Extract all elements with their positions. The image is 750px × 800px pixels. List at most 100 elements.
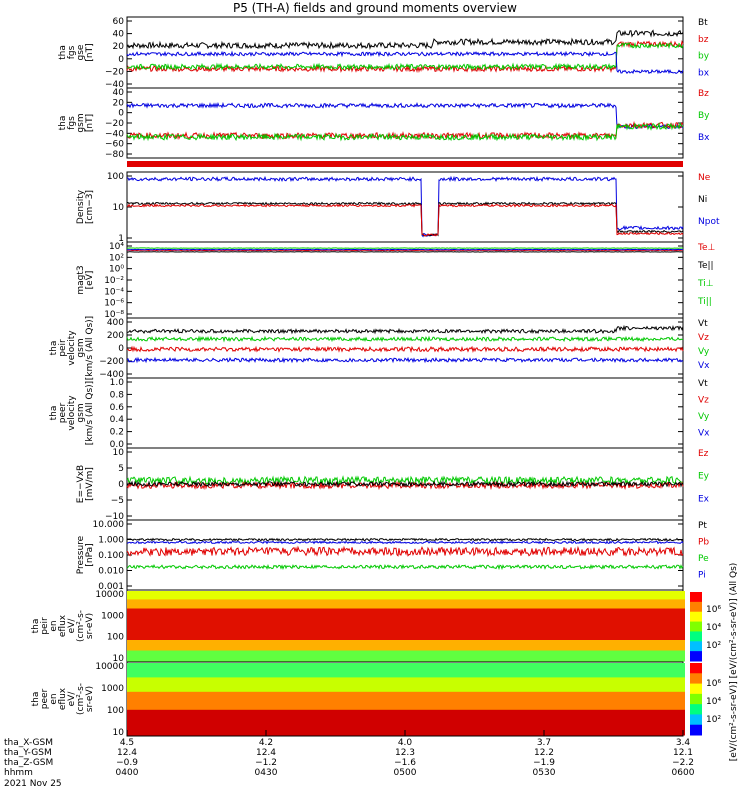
spec-cell [559, 640, 562, 651]
xrow-value: 0500 [394, 768, 417, 778]
ylabel-line: tha [58, 116, 68, 131]
spec-cell [463, 709, 466, 736]
spec-cell [127, 691, 130, 711]
legend-Vz: Vz [698, 396, 709, 406]
spec-cell [580, 691, 583, 711]
colorbar-cell [690, 621, 702, 632]
spec-cell [517, 691, 520, 711]
spec-cell [217, 599, 220, 609]
spec-cell [406, 677, 409, 693]
ion-spectrogram [127, 591, 685, 662]
spec-cell [289, 650, 292, 662]
spec-cell [307, 640, 310, 651]
spec-cell [409, 650, 412, 662]
spec-cell [502, 591, 505, 600]
spec-cell [139, 608, 142, 641]
spec-cell [661, 640, 664, 651]
spec-cell [418, 677, 421, 693]
spec-cell [640, 691, 643, 711]
spec-cell [478, 599, 481, 609]
spec-cell [475, 691, 478, 711]
spec-cell [205, 640, 208, 651]
ytick-label: 200 [107, 331, 124, 341]
spec-cell [133, 640, 136, 651]
spec-cell [679, 663, 682, 678]
colorbar-cell [690, 724, 702, 736]
spec-cell [544, 591, 547, 600]
spec-cell [520, 640, 523, 651]
spec-cell [523, 677, 526, 693]
spec-cell [205, 691, 208, 711]
ytick-label: −400 [99, 370, 124, 380]
spec-cell [544, 677, 547, 693]
legend-Te||: Te|| [697, 261, 714, 271]
spec-cell [430, 591, 433, 600]
spec-cell [355, 640, 358, 651]
spec-cell [529, 709, 532, 736]
spec-cell [544, 650, 547, 662]
spec-cell [550, 691, 553, 711]
spec-cell [235, 591, 238, 600]
spec-cell [544, 709, 547, 736]
spec-cell [658, 640, 661, 651]
spec-cell [541, 691, 544, 711]
spec-cell [274, 663, 277, 678]
spec-cell [445, 608, 448, 641]
spec-cell [616, 677, 619, 693]
xrow-value: 3.4 [676, 738, 691, 748]
spec-cell [400, 677, 403, 693]
spec-cell [661, 591, 664, 600]
xrow-value: 0530 [533, 768, 556, 778]
ytick-label: 400 [107, 318, 124, 328]
spec-cell [127, 663, 130, 678]
spec-cell [463, 650, 466, 662]
spec-cell [181, 650, 184, 662]
spec-cell [439, 640, 442, 651]
spec-cell [379, 663, 382, 678]
spec-cell [166, 608, 169, 641]
spec-cell [652, 677, 655, 693]
spec-cell [670, 608, 673, 641]
spec-cell [334, 691, 337, 711]
spec-cell [613, 709, 616, 736]
spec-cell [451, 677, 454, 693]
spec-cell [199, 691, 202, 711]
spec-cell [154, 640, 157, 651]
spec-cell [667, 709, 670, 736]
spec-cell [262, 650, 265, 662]
spec-cell [613, 650, 616, 662]
spec-cell [361, 640, 364, 651]
spec-cell [256, 599, 259, 609]
spec-cell [223, 663, 226, 678]
spec-cell [607, 599, 610, 609]
spec-cell [271, 650, 274, 662]
spec-cell [292, 709, 295, 736]
colorbar-cell [690, 683, 702, 695]
spec-cell [529, 640, 532, 651]
spec-cell [145, 663, 148, 678]
spec-cell [601, 599, 604, 609]
spec-cell [559, 663, 562, 678]
spec-cell [238, 650, 241, 662]
spec-cell [562, 591, 565, 600]
spec-cell [532, 709, 535, 736]
spec-cell [259, 677, 262, 693]
spec-cell [475, 677, 478, 693]
spec-cell [556, 640, 559, 651]
spec-cell [403, 608, 406, 641]
ylabel-line: en [49, 620, 59, 631]
spec-cell [679, 691, 682, 711]
spec-cell [595, 691, 598, 711]
spec-cell [298, 677, 301, 693]
spec-cell [481, 709, 484, 736]
spec-cell [151, 663, 154, 678]
spec-cell [334, 608, 337, 641]
spec-cell [568, 663, 571, 678]
spec-cell [223, 691, 226, 711]
spec-cell [541, 663, 544, 678]
spec-cell [226, 663, 229, 678]
spec-cell [580, 591, 583, 600]
spec-cell [484, 640, 487, 651]
spec-cell [616, 650, 619, 662]
spec-cell [130, 599, 133, 609]
